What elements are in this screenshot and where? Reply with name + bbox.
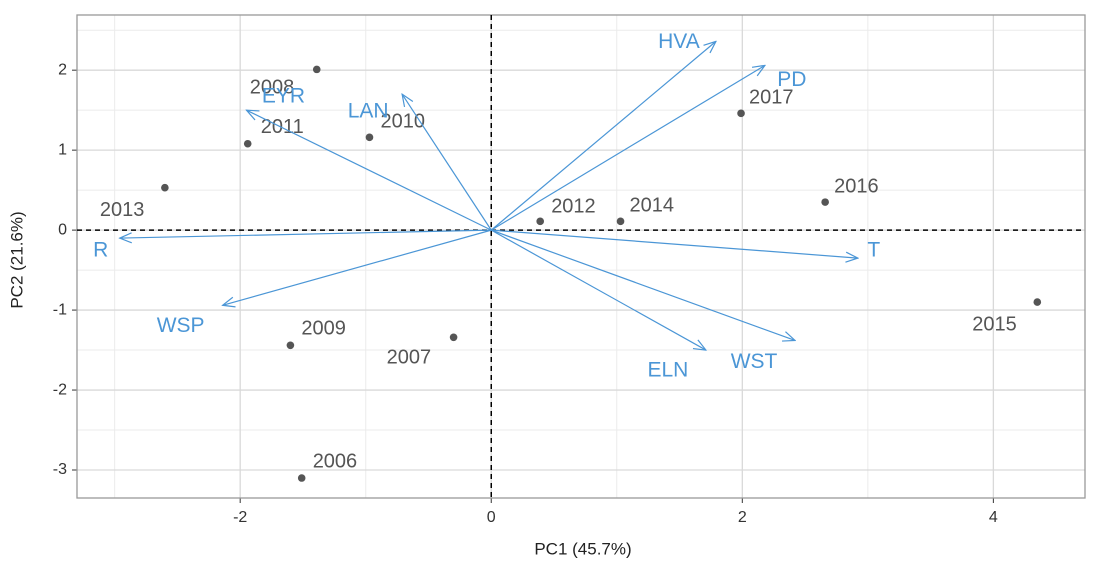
x-tick-label: 2 — [738, 509, 747, 526]
y-tick-label: 2 — [58, 61, 67, 78]
score-point — [821, 198, 829, 206]
loading-label: T — [867, 239, 880, 262]
loading-label: WSP — [157, 314, 205, 337]
y-tick-label: 1 — [58, 141, 67, 158]
point-label: 2014 — [630, 195, 675, 217]
y-tick-label: -2 — [53, 381, 67, 398]
loading-label: PD — [777, 68, 806, 91]
point-label: 2015 — [972, 313, 1017, 335]
point-label: 2013 — [100, 199, 145, 221]
point-label: 2010 — [380, 111, 425, 133]
point-label: 2006 — [313, 450, 358, 472]
loading-arrow — [246, 110, 492, 231]
x-tick-label: 0 — [487, 509, 496, 526]
loading-arrow — [120, 229, 492, 238]
score-point — [286, 341, 295, 350]
loading-label: ELN — [647, 359, 688, 382]
x-tick-label: -2 — [233, 509, 247, 526]
point-label: 2017 — [749, 87, 794, 109]
loading-arrow — [490, 41, 716, 231]
score-point — [297, 474, 306, 482]
score-point — [243, 139, 252, 148]
score-point — [1033, 298, 1042, 306]
plot-border — [76, 14, 1086, 499]
score-point — [536, 217, 545, 226]
loading-label: R — [93, 239, 108, 262]
score-point — [449, 333, 458, 342]
y-axis-label: PC2 (21.6%) — [7, 211, 26, 308]
loading-arrow — [490, 229, 706, 350]
loading-label: LAN — [348, 100, 389, 123]
score-point — [161, 183, 169, 192]
loading-arrow — [402, 94, 492, 231]
loading-arrow — [491, 229, 795, 340]
score-point — [312, 65, 321, 74]
point-label: 2008 — [250, 77, 295, 99]
x-axis-label: PC1 (45.7%) — [534, 539, 631, 558]
loading-arrow — [223, 229, 492, 305]
x-tick-label: 4 — [989, 509, 998, 526]
loading-label: EYR — [262, 85, 305, 108]
score-point — [616, 217, 625, 226]
point-label: 2009 — [301, 318, 346, 340]
point-label: 2007 — [387, 347, 432, 369]
score-point — [737, 109, 745, 118]
y-tick-label: -1 — [53, 301, 67, 318]
score-point — [365, 133, 374, 142]
point-label: 2012 — [551, 196, 596, 218]
point-label: 2016 — [834, 175, 879, 197]
y-tick-label: -3 — [53, 461, 67, 478]
loading-arrow — [490, 65, 765, 231]
y-tick-label: 0 — [58, 221, 67, 238]
loading-arrow — [491, 229, 858, 258]
loading-label: WST — [731, 350, 778, 373]
loading-label: HVA — [658, 30, 700, 53]
